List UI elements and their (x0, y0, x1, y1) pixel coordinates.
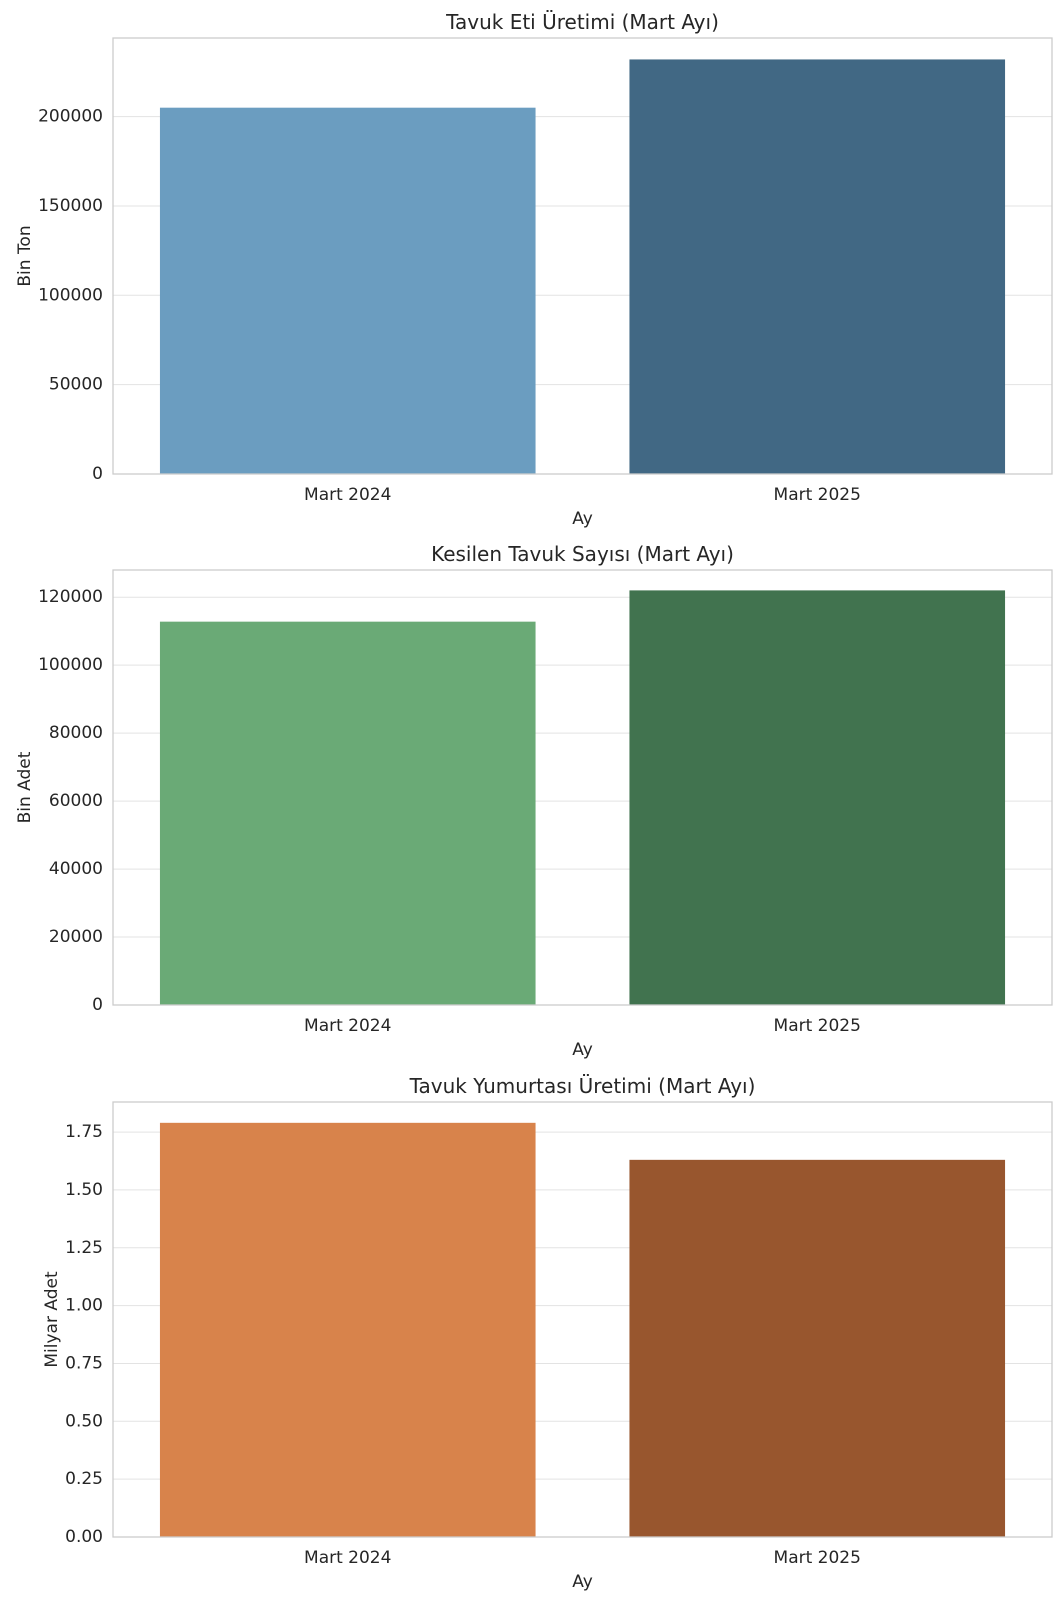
y-tick-label: 0.00 (65, 1527, 103, 1547)
y-tick-label: 1.00 (65, 1296, 103, 1316)
y-tick-label: 80000 (49, 723, 103, 743)
x-tick-label: Mart 2024 (304, 1548, 391, 1568)
y-axis-label: Bin Ton (15, 225, 35, 286)
y-tick-label: 150000 (38, 196, 103, 216)
x-axis-label: Ay (572, 1040, 593, 1060)
bar-2 (629, 59, 1006, 474)
plot-frame (112, 37, 1053, 475)
y-tick-label: 50000 (49, 375, 103, 395)
x-tick-label: Mart 2025 (774, 485, 861, 505)
y-tick-label: 0.50 (65, 1411, 103, 1431)
bar-1 (159, 1122, 536, 1537)
x-tick-label: Mart 2024 (304, 485, 391, 505)
y-tick-label: 1.50 (65, 1180, 103, 1200)
y-tick-label: 0.75 (65, 1353, 103, 1373)
x-tick-label: Mart 2025 (774, 1548, 861, 1568)
plot-frame (112, 1101, 1053, 1538)
chart-title: Tavuk Yumurtası Üretimi (Mart Ayı) (409, 1074, 756, 1098)
plot-frame (112, 569, 1053, 1006)
y-tick-label: 40000 (49, 859, 103, 879)
y-tick-label: 60000 (49, 791, 103, 811)
y-tick-label: 200000 (38, 107, 103, 127)
bar-2 (629, 590, 1006, 1005)
y-tick-label: 20000 (49, 927, 103, 947)
bar-2 (629, 1159, 1006, 1537)
y-tick-label: 0 (92, 995, 103, 1015)
chart-panel-chicken-meat: 0 50000 100000 150000 200000 Mart 2024 Mart 20… (15, 10, 1053, 529)
bar-1 (159, 107, 536, 474)
x-axis-label: Ay (572, 509, 593, 529)
y-tick-label: 1.75 (65, 1122, 103, 1142)
y-axis-label: Milyar Adet (42, 1271, 62, 1368)
y-tick-label: 0 (92, 464, 103, 484)
chart-title: Kesilen Tavuk Sayısı (Mart Ayı) (431, 542, 734, 566)
y-tick-label: 120000 (38, 587, 103, 607)
bar-1 (159, 621, 536, 1005)
x-axis-label: Ay (572, 1572, 593, 1592)
x-tick-label: Mart 2025 (774, 1016, 861, 1036)
chart-panel-egg-production: 0.00 0.25 0.50 0.75 1.00 1.25 1.50 1.75 Mart 202… (42, 1074, 1053, 1592)
chart-panel-slaughtered-chickens: 0 20000 40000 60000 80000 100000 120000 Mart 20… (15, 542, 1053, 1060)
x-tick-label: Mart 2024 (304, 1016, 391, 1036)
chart-title: Tavuk Eti Üretimi (Mart Ayı) (445, 10, 719, 34)
y-tick-label: 100000 (38, 655, 103, 675)
y-tick-label: 0.25 (65, 1469, 103, 1489)
y-tick-label: 100000 (38, 285, 103, 305)
y-axis-label: Bin Adet (15, 751, 35, 823)
y-tick-label: 1.25 (65, 1238, 103, 1258)
